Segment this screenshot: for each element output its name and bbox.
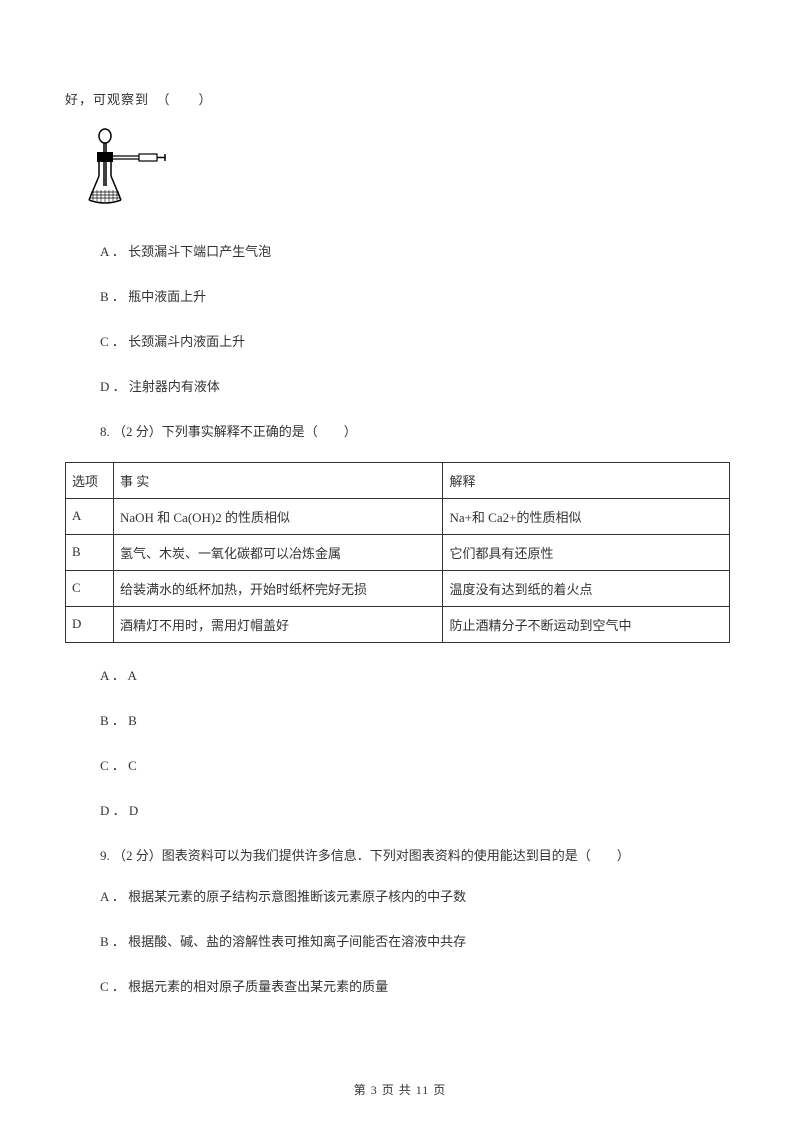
q8-option-a: A ． A (100, 665, 735, 684)
q9-option-c: C ． 根据元素的相对原子质量表查出某元素的质量 (100, 976, 735, 995)
q7-option-a: A ． 长颈漏斗下端口产生气泡 (100, 241, 735, 260)
q9-option-a: A ． 根据某元素的原子结构示意图推断该元素原子核内的中子数 (100, 886, 735, 905)
q7-option-d: D ． 注射器内有液体 (100, 376, 735, 395)
table-row: D 酒精灯不用时，需用灯帽盖好 防止酒精分子不断运动到空气中 (66, 606, 730, 642)
cell: 它们都具有还原性 (443, 534, 730, 570)
q8-stem: 8. （2 分）下列事实解释不正确的是（ ） (65, 421, 735, 440)
cell: C (66, 570, 114, 606)
table-header-row: 选项 事 实 解释 (66, 462, 730, 498)
table-row: A NaOH 和 Ca(OH)2 的性质相似 Na+和 Ca2+的性质相似 (66, 498, 730, 534)
q8-table: 选项 事 实 解释 A NaOH 和 Ca(OH)2 的性质相似 Na+和 Ca… (65, 462, 730, 643)
cell: NaOH 和 Ca(OH)2 的性质相似 (113, 498, 442, 534)
page-footer: 第 3 页 共 11 页 (0, 1081, 800, 1098)
q8-option-c: C ． C (100, 755, 735, 774)
q9-option-b: B ． 根据酸、碱、盐的溶解性表可推知离子间能否在溶液中共存 (100, 931, 735, 950)
cell: 温度没有达到纸的着火点 (443, 570, 730, 606)
q8-option-d: D ． D (100, 800, 735, 819)
th-explain: 解释 (443, 462, 730, 498)
q7-intro: 好，可观察到 （ ） (65, 90, 735, 110)
q7-option-b: B ． 瓶中液面上升 (100, 286, 735, 305)
cell: 酒精灯不用时，需用灯帽盖好 (113, 606, 442, 642)
th-option: 选项 (66, 462, 114, 498)
cell: Na+和 Ca2+的性质相似 (443, 498, 730, 534)
table-row: B 氢气、木炭、一氧化碳都可以冶炼金属 它们都具有还原性 (66, 534, 730, 570)
cell: A (66, 498, 114, 534)
q8-option-b: B ． B (100, 710, 735, 729)
cell: 给装满水的纸杯加热，开始时纸杯完好无损 (113, 570, 442, 606)
q9-stem: 9. （2 分）图表资料可以为我们提供许多信息．下列对图表资料的使用能达到目的是… (65, 845, 735, 864)
cell: 防止酒精分子不断运动到空气中 (443, 606, 730, 642)
cell: B (66, 534, 114, 570)
cell: 氢气、木炭、一氧化碳都可以冶炼金属 (113, 534, 442, 570)
table-row: C 给装满水的纸杯加热，开始时纸杯完好无损 温度没有达到纸的着火点 (66, 570, 730, 606)
cell: D (66, 606, 114, 642)
q7-option-c: C ． 长颈漏斗内液面上升 (100, 331, 735, 350)
th-fact: 事 实 (113, 462, 442, 498)
apparatus-diagram (83, 128, 735, 223)
